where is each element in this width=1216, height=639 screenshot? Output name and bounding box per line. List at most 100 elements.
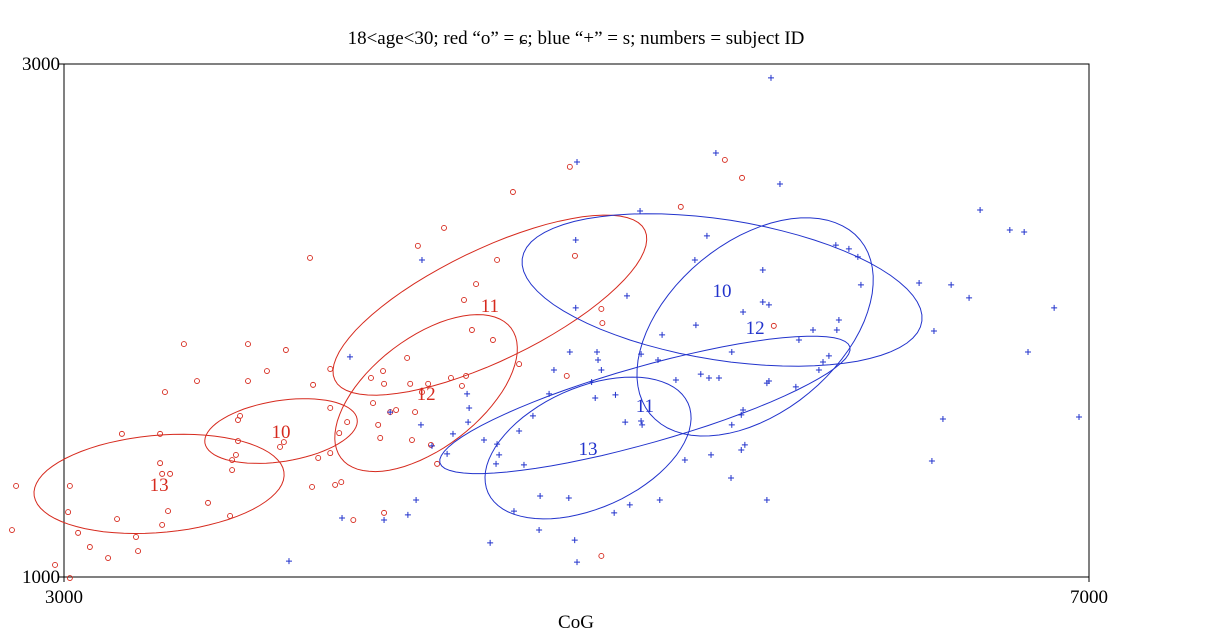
point xyxy=(428,442,435,449)
point xyxy=(344,419,351,426)
point xyxy=(464,390,471,397)
point xyxy=(105,555,112,561)
point xyxy=(118,430,125,437)
point xyxy=(380,368,386,374)
point xyxy=(759,299,766,306)
point xyxy=(277,444,283,450)
point xyxy=(681,457,688,464)
ellipse xyxy=(484,376,692,520)
point xyxy=(659,331,666,338)
point xyxy=(672,377,679,384)
point xyxy=(598,553,605,559)
point xyxy=(703,232,710,239)
point xyxy=(237,412,243,419)
point xyxy=(282,347,289,353)
point xyxy=(738,447,745,454)
point xyxy=(765,301,772,308)
point xyxy=(336,430,343,437)
point xyxy=(611,509,618,516)
point xyxy=(825,352,832,359)
point xyxy=(599,320,606,327)
point xyxy=(740,309,747,316)
point xyxy=(739,174,745,181)
ellipse xyxy=(334,314,518,473)
point xyxy=(592,394,599,401)
point xyxy=(565,494,572,501)
point xyxy=(417,421,424,428)
point xyxy=(623,292,630,299)
point xyxy=(133,534,139,540)
point xyxy=(516,361,523,368)
point xyxy=(66,575,73,581)
point xyxy=(626,501,633,508)
point xyxy=(307,254,313,261)
point xyxy=(622,419,629,426)
point xyxy=(1051,304,1058,311)
point xyxy=(815,367,822,374)
point xyxy=(721,156,728,163)
point xyxy=(857,281,864,288)
ellipse xyxy=(439,335,851,475)
point xyxy=(194,378,200,384)
point xyxy=(728,349,735,356)
ellipse xyxy=(332,214,648,396)
point xyxy=(425,380,432,387)
point xyxy=(9,527,15,534)
point xyxy=(966,294,973,301)
point xyxy=(350,517,357,524)
point xyxy=(708,451,715,458)
ellipse-label: 13 xyxy=(579,439,598,460)
point xyxy=(387,409,394,416)
point xyxy=(480,437,487,444)
ellipse-label: 12 xyxy=(746,318,765,339)
point xyxy=(594,349,600,356)
point xyxy=(66,482,73,489)
point xyxy=(770,322,777,329)
point xyxy=(496,451,503,458)
point xyxy=(418,256,425,263)
point xyxy=(510,508,517,515)
point xyxy=(536,527,543,534)
point xyxy=(315,455,322,461)
point xyxy=(159,521,166,528)
point xyxy=(229,467,236,473)
point xyxy=(494,257,501,263)
point xyxy=(165,508,171,515)
point xyxy=(572,236,579,243)
point xyxy=(948,281,955,288)
ellipse-label: 10 xyxy=(272,422,291,443)
point xyxy=(765,378,772,385)
point xyxy=(571,537,578,544)
point xyxy=(705,374,712,381)
point xyxy=(368,375,374,381)
point xyxy=(135,548,142,555)
point xyxy=(180,341,187,348)
y-tick-label: 1000 xyxy=(22,567,60,588)
point xyxy=(928,458,935,465)
point xyxy=(434,460,441,467)
point xyxy=(377,435,384,441)
point xyxy=(264,368,270,374)
ellipse-label: 11 xyxy=(636,396,654,417)
point xyxy=(461,297,467,303)
point xyxy=(346,353,353,360)
point xyxy=(490,337,496,343)
point xyxy=(162,389,168,396)
point xyxy=(715,374,722,381)
point xyxy=(280,439,287,446)
point xyxy=(157,430,164,437)
ellipse-label: 11 xyxy=(481,296,499,317)
point xyxy=(404,354,411,361)
point xyxy=(677,203,684,210)
point xyxy=(473,281,479,288)
point xyxy=(563,372,570,379)
point xyxy=(572,252,578,259)
point xyxy=(232,451,239,458)
ellipse xyxy=(636,217,874,437)
point xyxy=(691,256,698,263)
plot-frame xyxy=(63,63,1090,578)
x-tick-label: 3000 xyxy=(45,587,83,608)
point xyxy=(465,419,472,426)
point xyxy=(419,389,425,396)
